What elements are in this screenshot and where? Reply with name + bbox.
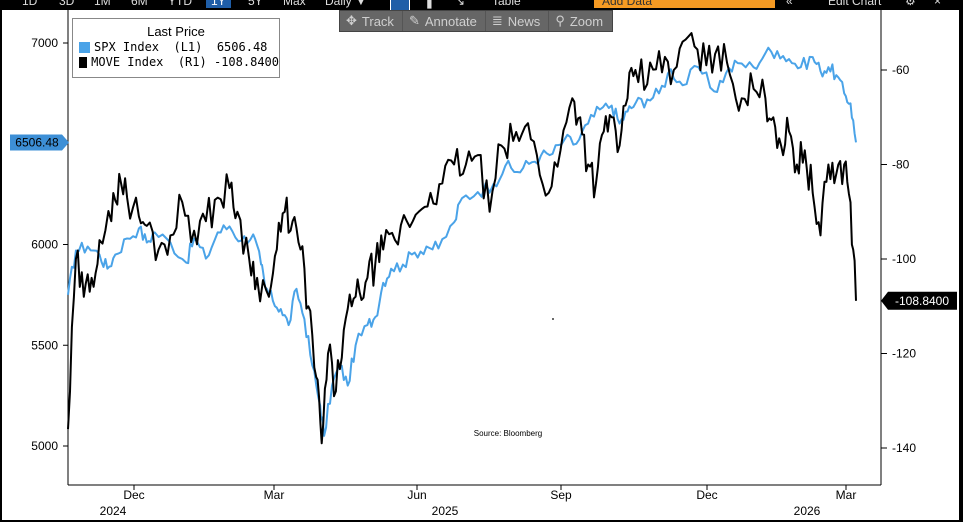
- draw-tool-icon[interactable]: ↘: [455, 0, 466, 8]
- x-month-label: Jun: [407, 488, 426, 502]
- chart-tools-bar: ✥ Track ✎ Annotate ≣ News ⚲ Zoom: [339, 10, 613, 32]
- last-price-tag-right: -108.8400: [895, 294, 949, 308]
- pencil-icon: ✎: [408, 13, 420, 28]
- magnifier-icon: ⚲: [555, 13, 565, 28]
- frequency-label: Daily: [325, 0, 352, 8]
- add-data-input[interactable]: Add Data: [594, 0, 775, 8]
- x-year-label: 2025: [432, 504, 459, 518]
- range-1d-button[interactable]: 1D: [22, 0, 38, 8]
- x-month-label: Dec: [696, 488, 717, 502]
- gear-icon[interactable]: ⚙: [905, 0, 916, 8]
- news-tool-button[interactable]: ≣ News: [486, 11, 550, 31]
- crosshair-icon: ✥: [346, 13, 357, 28]
- news-tool-label: News: [507, 13, 541, 29]
- range-1m-button[interactable]: 1M: [94, 0, 111, 8]
- chevron-down-icon: ▼: [355, 0, 367, 8]
- x-month-label: Dec: [123, 488, 144, 502]
- plot-background: [2, 10, 959, 520]
- chart-legend[interactable]: Last Price SPX Index (L1) 6506.48 MOVE I…: [72, 18, 280, 78]
- legend-value-move: -108.8400: [213, 55, 279, 69]
- left-tick-label: 7000: [31, 36, 58, 50]
- x-month-label: Mar: [836, 488, 857, 502]
- legend-name-move: MOVE Index (R1): [91, 55, 207, 69]
- track-tool-button[interactable]: ✥ Track: [340, 11, 403, 31]
- series-line-spx[interactable]: [67, 46, 857, 437]
- range-max-button[interactable]: Max: [283, 0, 306, 8]
- news-icon: ≣: [491, 13, 503, 28]
- right-tick-label: -100: [892, 252, 916, 266]
- right-tick-label: -80: [892, 158, 910, 172]
- track-tool-label: Track: [361, 13, 394, 29]
- last-price-tag-left: 6506.48: [15, 135, 59, 149]
- x-year-label: 2024: [100, 504, 127, 518]
- source-note: Source: Bloomberg: [474, 429, 542, 438]
- range-ytd-button[interactable]: YTD: [168, 0, 192, 8]
- x-month-label: Sep: [550, 488, 572, 502]
- annotate-tool-button[interactable]: ✎ Annotate: [403, 11, 486, 31]
- legend-item-spx[interactable]: SPX Index (L1) 6506.48: [79, 40, 279, 54]
- x-year-label: 2026: [794, 504, 821, 518]
- left-tick-label: 5500: [31, 338, 58, 352]
- right-tick-label: -60: [892, 63, 910, 77]
- left-tick-label: 6000: [31, 238, 58, 252]
- zoom-tool-button[interactable]: ⚲ Zoom: [549, 11, 611, 31]
- frequency-dropdown[interactable]: Daily ▼: [325, 0, 367, 8]
- stray-dot-mark: [552, 318, 554, 320]
- x-month-label: Mar: [264, 488, 285, 502]
- range-5y-button[interactable]: 5Y: [248, 0, 263, 8]
- chart-type-line-icon[interactable]: [390, 0, 410, 10]
- chart-type-bar-icon[interactable]: ▐: [423, 0, 432, 8]
- legend-header: Last Price: [147, 24, 205, 39]
- table-button[interactable]: Table: [492, 0, 521, 8]
- legend-value-spx: 6506.48: [216, 40, 268, 54]
- zoom-tool-label: Zoom: [569, 13, 604, 29]
- right-tick-label: -120: [892, 347, 916, 361]
- range-1y-button[interactable]: 1Y: [206, 0, 231, 8]
- annotate-tool-label: Annotate: [424, 13, 477, 29]
- legend-item-move[interactable]: MOVE Index (R1) -108.8400: [79, 55, 279, 69]
- legend-name-spx: SPX Index (L1): [94, 40, 203, 54]
- last-price-tag-left-bg: [10, 134, 69, 151]
- range-3d-button[interactable]: 3D: [59, 0, 75, 8]
- top-toolbar: 1D 3D 1M 6M YTD 1Y 5Y Max Daily ▼ ▐ ↘ Ta…: [0, 0, 963, 10]
- legend-swatch-spx: [79, 41, 90, 53]
- series-line-move[interactable]: [67, 32, 857, 445]
- legend-swatch-move: [79, 56, 88, 68]
- collapse-icon[interactable]: «: [786, 0, 793, 8]
- edit-chart-button[interactable]: Edit Chart: [828, 0, 882, 8]
- last-price-tag-right-bg: [881, 291, 957, 310]
- right-tick-label: -140: [892, 441, 916, 455]
- close-icon[interactable]: ×: [934, 0, 942, 8]
- range-6m-button[interactable]: 6M: [131, 0, 148, 8]
- left-tick-label: 5000: [31, 439, 58, 453]
